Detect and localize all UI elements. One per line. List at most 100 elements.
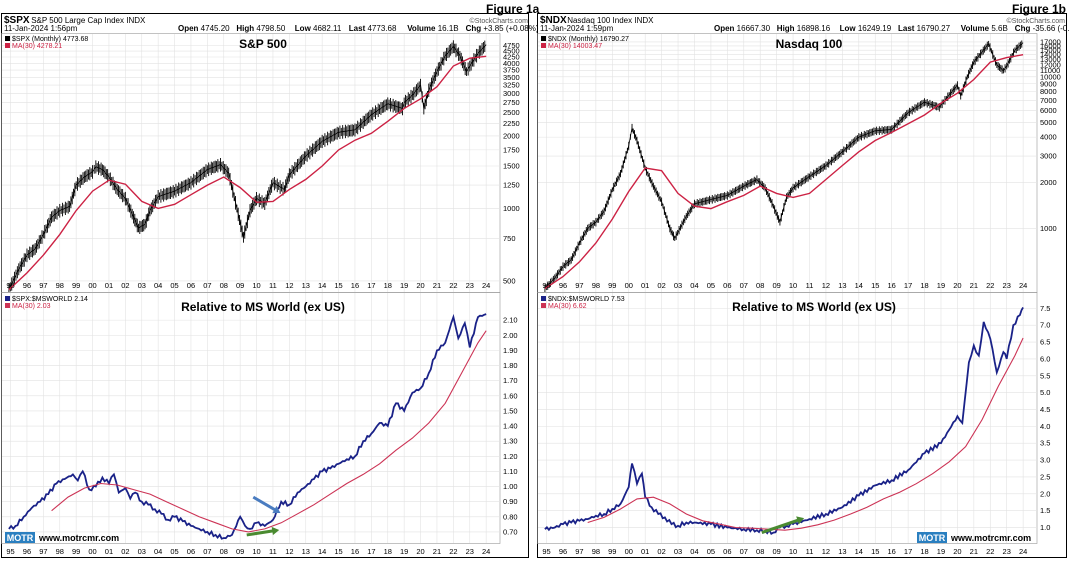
legend-ratio: $NDX:$MSWORLD 7.53: [548, 296, 625, 303]
top-x-tick: 09: [772, 281, 780, 290]
top-y-tick: 11000: [1040, 66, 1060, 75]
top-y-tick: 8000: [1040, 87, 1057, 96]
bottom-x-tick: 09: [236, 547, 244, 556]
quote-chg: Chg -35.66 (-0.21%): [1015, 24, 1069, 33]
top-x-tick: 11: [269, 281, 277, 290]
bottom-x-tick: 04: [690, 547, 698, 556]
bottom-y-tick: 3.5: [1040, 439, 1050, 448]
bottom-x-tick: 14: [318, 547, 326, 556]
figure-1a-label: Figure 1a: [486, 2, 540, 16]
bottom-x-tick: 00: [88, 547, 96, 556]
bottom-x-tick: 05: [707, 547, 715, 556]
top-y-tick: 14000: [1040, 50, 1061, 59]
bottom-x-tick: 96: [559, 547, 567, 556]
top-y-tick: 1750: [503, 145, 520, 154]
green-arrow-head: [271, 526, 280, 536]
quote-last: Last 4773.68: [349, 24, 397, 33]
legend-ratio: $SPX:$MSWORLD 2.14: [12, 296, 88, 303]
bottom-x-tick: 00: [625, 547, 633, 556]
top-panel-title: S&P 500: [239, 37, 287, 51]
quote-open: Open 4745.20: [178, 24, 230, 33]
website-label: www.motrcmr.com: [950, 533, 1031, 543]
top-x-tick: 15: [871, 281, 879, 290]
legend-swatch-price: [541, 36, 546, 41]
top-x-tick: 14: [855, 281, 863, 290]
legend-ratio-ma: MA(30) 2.03: [12, 303, 51, 310]
top-x-tick: 04: [154, 281, 162, 290]
top-x-tick: 98: [592, 281, 600, 290]
top-y-tick: 10000: [1040, 72, 1061, 81]
bottom-x-tick: 22: [449, 547, 457, 556]
source-label: ©StockCharts.com: [1007, 17, 1066, 25]
green-arrow: [246, 528, 277, 537]
bottom-x-tick: 06: [723, 547, 731, 556]
bottom-x-tick: 01: [105, 547, 113, 556]
bottom-y-tick: 1.30: [503, 437, 518, 446]
bottom-x-tick: 23: [466, 547, 474, 556]
bottom-panel-title: Relative to MS World (ex US): [181, 300, 345, 314]
top-x-tick: 12: [822, 281, 830, 290]
bottom-x-tick: 20: [416, 547, 424, 556]
price-line: [8, 44, 487, 290]
top-x-tick: 16: [351, 281, 359, 290]
top-y-tick: 4000: [503, 59, 520, 68]
top-y-tick: 2250: [503, 119, 520, 128]
ratio-line: [544, 306, 1024, 536]
bottom-x-tick: 16: [351, 547, 359, 556]
symbol-label: $NDX: [540, 15, 567, 26]
website-label: www.motrcmr.com: [38, 533, 119, 543]
top-x-tick: 14: [318, 281, 326, 290]
top-x-tick: 23: [466, 281, 474, 290]
figure-1b-label: Figure 1b: [1012, 2, 1067, 16]
top-y-tick: 13000: [1040, 55, 1061, 64]
bottom-x-tick: 96: [23, 547, 31, 556]
quote-open: Open 16667.30: [714, 24, 771, 33]
top-x-tick: 13: [302, 281, 310, 290]
top-y-tick: 500: [503, 276, 516, 285]
bottom-x-tick: 95: [542, 547, 550, 556]
legend-ma: MA(30) 4278.21: [12, 43, 62, 50]
quote-volume: Volume 16.1B: [407, 24, 458, 33]
legend-price: $SPX (Monthly) 4773.68: [12, 36, 88, 43]
top-x-tick: 13: [838, 281, 846, 290]
top-x-tick: 02: [657, 281, 665, 290]
top-x-tick: 06: [723, 281, 731, 290]
top-x-tick: 24: [482, 281, 490, 290]
top-x-tick: 21: [970, 281, 978, 290]
bottom-x-tick: 20: [953, 547, 961, 556]
bottom-y-tick: 1.0: [1040, 523, 1050, 532]
bottom-x-tick: 05: [170, 547, 178, 556]
bottom-x-tick: 17: [367, 547, 375, 556]
top-y-tick: 4750: [503, 41, 520, 50]
ratio-line: [8, 313, 487, 540]
top-x-tick: 17: [367, 281, 375, 290]
quote-low: Low 4682.11: [295, 24, 342, 33]
top-y-tick: 2000: [1040, 178, 1057, 187]
bottom-x-tick: 07: [203, 547, 211, 556]
quote-low: Low 16249.19: [840, 24, 892, 33]
bottom-x-tick: 04: [154, 547, 162, 556]
bottom-x-tick: 09: [772, 547, 780, 556]
legend-price: $NDX (Monthly) 16790.27: [548, 36, 629, 43]
top-y-tick: 2000: [503, 131, 520, 140]
bottom-x-tick: 14: [855, 547, 863, 556]
bottom-y-tick: 3.0: [1040, 456, 1050, 465]
top-y-tick: 3250: [503, 81, 520, 90]
blue-arrow-head: [272, 505, 281, 514]
top-x-tick: 05: [707, 281, 715, 290]
top-x-tick: 23: [1003, 281, 1011, 290]
top-x-tick: 98: [56, 281, 64, 290]
bottom-x-tick: 95: [6, 547, 14, 556]
legend-swatch-ratio: [541, 296, 546, 301]
top-x-tick: 01: [641, 281, 649, 290]
bottom-x-tick: 16: [888, 547, 896, 556]
bottom-y-tick: 1.80: [503, 361, 518, 370]
top-y-tick: 3000: [503, 89, 520, 98]
bottom-x-tick: 21: [970, 547, 978, 556]
top-y-tick: 2500: [503, 108, 520, 117]
top-y-tick: 3750: [503, 66, 520, 75]
top-x-tick: 20: [416, 281, 424, 290]
bottom-x-tick: 19: [400, 547, 408, 556]
bottom-x-tick: 08: [756, 547, 764, 556]
bottom-y-tick: 5.0: [1040, 388, 1050, 397]
